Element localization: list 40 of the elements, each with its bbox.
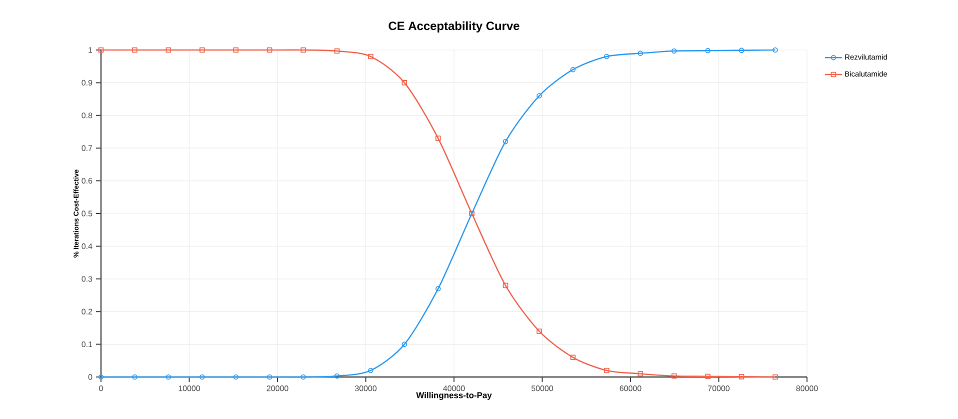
point — [266, 374, 272, 380]
point — [233, 47, 238, 53]
point — [334, 373, 340, 379]
point — [536, 93, 542, 98]
point — [705, 374, 710, 379]
point — [368, 368, 374, 374]
point — [166, 47, 172, 53]
point — [604, 54, 610, 60]
point — [300, 374, 306, 380]
point — [638, 50, 644, 56]
point — [604, 368, 610, 374]
point — [570, 66, 576, 72]
point — [266, 47, 272, 53]
point — [233, 374, 238, 380]
point — [132, 47, 138, 53]
point — [570, 354, 576, 360]
point — [98, 47, 104, 53]
point — [334, 48, 340, 54]
point — [671, 373, 677, 379]
chart-title: CE Acceptability Curve — [388, 21, 520, 32]
point — [502, 138, 508, 144]
point — [536, 328, 542, 334]
point — [402, 80, 408, 86]
point — [738, 48, 744, 53]
point — [671, 48, 677, 54]
point — [738, 374, 744, 380]
point — [199, 47, 205, 53]
point — [638, 371, 644, 376]
point — [199, 374, 205, 380]
point — [368, 54, 374, 60]
point — [502, 282, 508, 288]
point — [705, 48, 710, 54]
point — [132, 374, 138, 380]
point — [300, 47, 306, 53]
point — [435, 286, 441, 292]
point — [166, 374, 172, 380]
point — [435, 136, 441, 141]
x-axis-title: Willingness-to-Pay — [416, 392, 492, 400]
point — [772, 374, 778, 380]
point — [402, 342, 408, 347]
